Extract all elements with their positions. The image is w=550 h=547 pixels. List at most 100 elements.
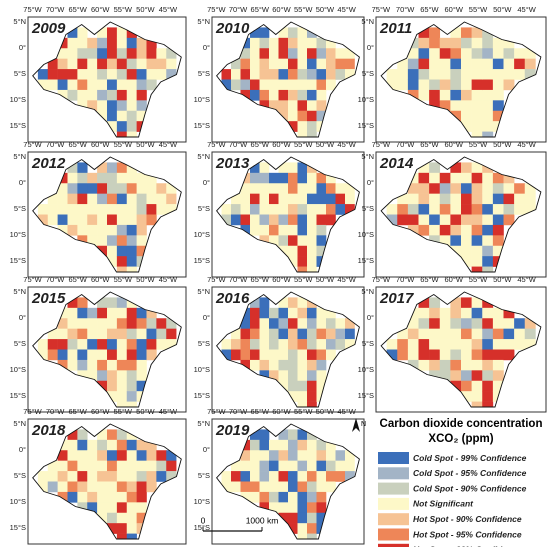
scale-end: 1000 km — [246, 515, 279, 525]
grid-cell — [450, 204, 462, 215]
grid-cell — [107, 245, 118, 257]
grid-cell — [316, 58, 327, 70]
grid-cell — [326, 481, 336, 493]
grid-cell — [316, 69, 327, 80]
grid-cell — [47, 349, 58, 361]
grid-cell — [116, 172, 128, 184]
grid-cell — [269, 349, 279, 361]
grid-cell — [250, 359, 260, 371]
grid-cell — [221, 339, 232, 350]
grid-cell — [116, 471, 128, 482]
grid-cell — [67, 460, 78, 472]
lon-label: 70°W — [46, 5, 65, 14]
grid-cell — [429, 204, 441, 215]
grid-cell — [97, 359, 108, 371]
grid-cell — [418, 89, 430, 101]
grid-cell — [67, 48, 78, 59]
grid-cell — [307, 318, 317, 329]
grid-cell — [269, 172, 279, 184]
lon-label: 55°W — [114, 5, 133, 14]
lon-label: 75°W — [23, 407, 42, 416]
grid-cell — [126, 256, 137, 267]
grid-cell — [503, 214, 515, 226]
grid-cell — [278, 37, 289, 49]
grid-cell — [461, 48, 472, 59]
grid-cell — [288, 48, 298, 59]
grid-cell — [288, 523, 298, 534]
grid-cell — [471, 380, 483, 392]
grid-cell — [418, 318, 430, 329]
grid-cell — [57, 48, 68, 59]
grid-cell — [288, 328, 298, 340]
lon-label: 60°W — [272, 275, 291, 284]
grid-cell — [136, 349, 147, 361]
grid-cell — [482, 131, 494, 137]
grid-cell — [269, 460, 279, 472]
year-label: 2012 — [31, 155, 66, 172]
legend-subtitle: XCO₂ (ppm) — [428, 433, 493, 445]
grid-cell — [482, 58, 494, 70]
grid-cell — [240, 89, 251, 101]
lat-label: 0° — [203, 445, 210, 454]
grid-cell — [482, 380, 494, 392]
grid-cell — [461, 27, 472, 39]
grid-cell — [482, 245, 494, 257]
grid-cell — [407, 58, 419, 70]
grid-cell — [107, 429, 118, 441]
grid-cell — [146, 79, 157, 91]
grid-cell — [407, 193, 419, 205]
grid-cell — [514, 339, 526, 350]
grid-cell — [259, 79, 270, 91]
grid-cell — [259, 471, 270, 482]
grid-cell — [278, 297, 289, 309]
grid-cell — [126, 89, 137, 101]
cells — [386, 27, 536, 137]
grid-cell — [316, 512, 327, 524]
grid-cell — [47, 328, 58, 340]
grid-cell — [482, 69, 494, 80]
grid-cell — [471, 328, 483, 340]
lat-label: 10°S — [358, 95, 374, 104]
grid-cell — [482, 48, 494, 59]
lon-label: 70°W — [229, 140, 248, 149]
grid-cell — [107, 110, 118, 122]
grid-cell — [316, 79, 327, 91]
lat-label: 15°S — [10, 121, 26, 130]
grid-cell — [345, 318, 355, 329]
grid-cell — [471, 172, 483, 184]
grid-cell — [250, 214, 260, 226]
grid-cell — [418, 37, 430, 49]
grid-cell — [418, 204, 430, 215]
grid-cell — [471, 110, 483, 122]
grid-cell — [407, 318, 419, 329]
map-panel: 2014 75°W 70°W 65°W 60°W 55°W 50°W 45°W 5°N 0° 5°S… — [358, 140, 547, 278]
grid-cell — [126, 204, 137, 215]
grid-cell — [278, 162, 289, 174]
grid-cell — [87, 214, 98, 226]
grid-cell — [471, 89, 483, 101]
grid-cell — [240, 224, 251, 236]
grid-cell — [87, 339, 98, 350]
grid-cell — [307, 307, 317, 319]
grid-cell — [335, 193, 346, 205]
grid-cell — [316, 245, 327, 257]
grid-cell — [278, 339, 289, 350]
amazon-outline — [216, 423, 360, 540]
grid-cell — [136, 245, 147, 257]
grid-cell — [156, 69, 167, 80]
grid-cell — [429, 37, 441, 49]
grid-cell — [87, 491, 98, 503]
grid-cell — [297, 439, 308, 451]
grid-cell — [250, 328, 260, 340]
lon-label: 70°W — [46, 140, 65, 149]
grid-cell — [87, 359, 98, 371]
grid-cell — [156, 328, 167, 340]
grid-cell — [450, 89, 462, 101]
lat-label: 5°N — [361, 17, 374, 26]
north-arrow — [352, 418, 360, 432]
grid-cell — [107, 37, 118, 49]
lon-label: 65°W — [251, 407, 270, 416]
grid-cell — [107, 349, 118, 361]
grid-cell — [316, 481, 327, 493]
grid-cell — [278, 58, 289, 70]
